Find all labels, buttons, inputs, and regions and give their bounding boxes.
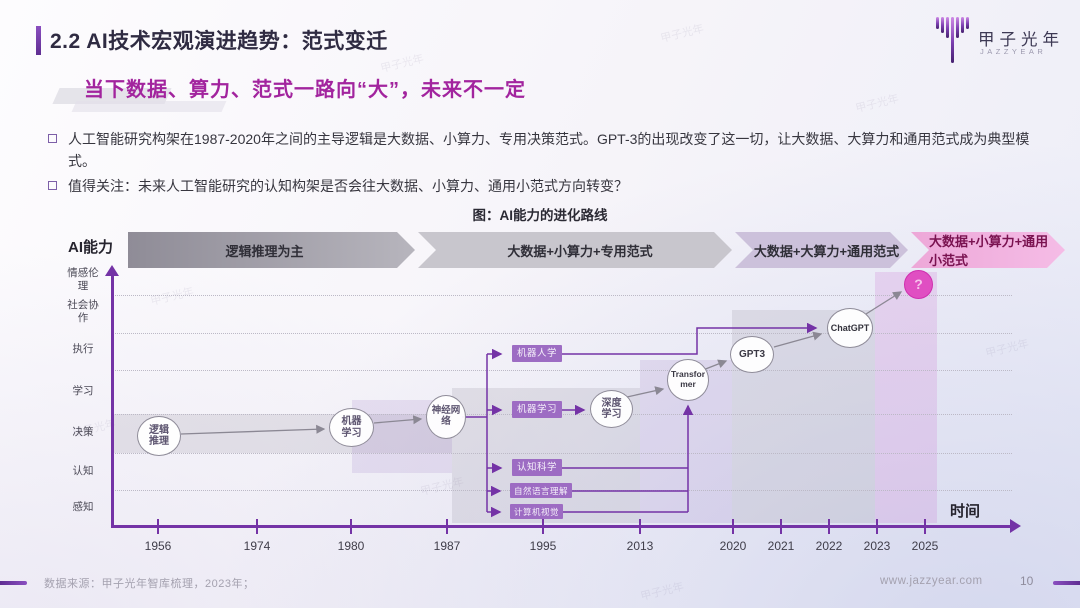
node-deep-learning: 深度学习 xyxy=(590,390,633,428)
y-category-label: 社会协作 xyxy=(67,299,99,325)
footer-accent-left xyxy=(0,581,27,585)
x-tick xyxy=(157,519,159,534)
watermark: 甲子光年 xyxy=(639,580,686,604)
x-tick xyxy=(639,519,641,534)
x-tick xyxy=(732,519,734,534)
x-tick xyxy=(924,519,926,534)
branch-box: 计算机视觉 xyxy=(510,504,564,520)
branch-box: 机器学习 xyxy=(512,401,563,419)
branch-box: 自然语言理解 xyxy=(510,483,573,499)
x-tick-label: 2013 xyxy=(626,539,654,553)
era-banner-1: 逻辑推理为主 xyxy=(128,232,415,268)
x-tick-label: 1956 xyxy=(144,539,172,553)
x-axis-arrow-icon xyxy=(1010,519,1021,533)
era-background-band xyxy=(875,272,937,523)
subtitle-shadow xyxy=(71,101,227,112)
x-tick-label: 2023 xyxy=(863,539,891,553)
bullet-square-icon xyxy=(48,134,57,143)
node-transformer: Transformer xyxy=(667,359,709,401)
y-category-label: 执行 xyxy=(72,343,94,355)
y-category-label: 感知 xyxy=(72,501,94,513)
footer-accent-right xyxy=(1053,581,1080,585)
x-tick xyxy=(256,519,258,534)
node-gpt3: GPT3 xyxy=(730,336,774,373)
node-neural-network: 神经网络 xyxy=(426,395,466,439)
bullet-item: 值得关注：未来人工智能研究的认知构架是否会往大数据、小算力、通用小范式方向转变？ xyxy=(48,176,1054,198)
logo-name: 甲子光年 xyxy=(978,31,1064,49)
gridline xyxy=(113,453,1012,454)
gridline xyxy=(113,333,1012,334)
node-machine-learning: 机器学习 xyxy=(329,408,374,447)
era-banner-3: 大数据+大算力+通用范式 xyxy=(735,232,908,268)
bullet-item: 人工智能研究构架在1987-2020年之间的主导逻辑是大数据、小算力、专用决策范… xyxy=(48,129,1054,172)
gridline xyxy=(113,414,1012,415)
x-tick-label: 2025 xyxy=(911,539,939,553)
watermark: 甲子光年 xyxy=(854,92,901,116)
y-axis xyxy=(111,276,114,527)
node-chatgpt: ChatGPT xyxy=(827,308,873,348)
title-accent-bar xyxy=(36,26,41,55)
x-axis xyxy=(111,525,1012,528)
watermark: 甲子光年 xyxy=(984,337,1031,361)
x-tick-label: 2022 xyxy=(815,539,843,553)
y-axis-arrow-icon xyxy=(105,265,119,276)
x-tick xyxy=(542,519,544,534)
x-tick-label: 2021 xyxy=(767,539,795,553)
x-tick-label: 2020 xyxy=(719,539,747,553)
y-category-label: 认知 xyxy=(72,465,94,477)
data-source: 数据来源：甲子光年智库梳理，2023年； xyxy=(44,578,255,590)
x-tick xyxy=(780,519,782,534)
x-tick xyxy=(876,519,878,534)
node-logic-reasoning: 逻辑推理 xyxy=(137,416,181,456)
page-subtitle: 当下数据、算力、范式一路向“大”，未来不一定 xyxy=(84,79,526,101)
page-number: 10 xyxy=(1020,574,1034,588)
logo-subname: JAZZYEAR xyxy=(980,47,1047,56)
y-category-label: 学习 xyxy=(72,385,94,397)
x-tick-label: 1974 xyxy=(243,539,271,553)
chart-title: 图：AI能力的进化路线 xyxy=(472,208,608,223)
page-title: 2.2 AI技术宏观演进趋势：范式变迁 xyxy=(50,30,388,53)
bullet-text: 人工智能研究构架在1987-2020年之间的主导逻辑是大数据、小算力、专用决策范… xyxy=(68,131,1030,169)
gridline xyxy=(113,295,1012,296)
website: www.jazzyear.com xyxy=(880,575,983,587)
y-category-label: 情感伦理 xyxy=(67,267,99,293)
node-question-mark: ? xyxy=(904,270,933,299)
x-tick xyxy=(350,519,352,534)
watermark: 甲子光年 xyxy=(149,285,196,309)
watermark: 甲子光年 xyxy=(659,22,706,46)
bullet-text: 值得关注：未来人工智能研究的认知构架是否会往大数据、小算力、通用小范式方向转变？ xyxy=(68,178,628,194)
x-tick-label: 1987 xyxy=(433,539,461,553)
x-tick xyxy=(446,519,448,534)
x-tick xyxy=(828,519,830,534)
jazzyear-logo-icon xyxy=(936,17,969,63)
x-tick-label: 1980 xyxy=(337,539,365,553)
branch-box: 机器人学 xyxy=(512,345,563,363)
era-banner-4: 大数据+小算力+通用小范式 xyxy=(911,232,1065,268)
y-category-label: 决策 xyxy=(72,426,94,438)
bullet-square-icon xyxy=(48,181,57,190)
y-axis-title: AI能力 xyxy=(68,239,114,256)
x-axis-title: 时间 xyxy=(950,503,981,520)
era-banner-2: 大数据+小算力+专用范式 xyxy=(418,232,732,268)
x-tick-label: 1995 xyxy=(529,539,557,553)
gridline xyxy=(113,370,1012,371)
branch-box: 认知科学 xyxy=(512,459,563,477)
